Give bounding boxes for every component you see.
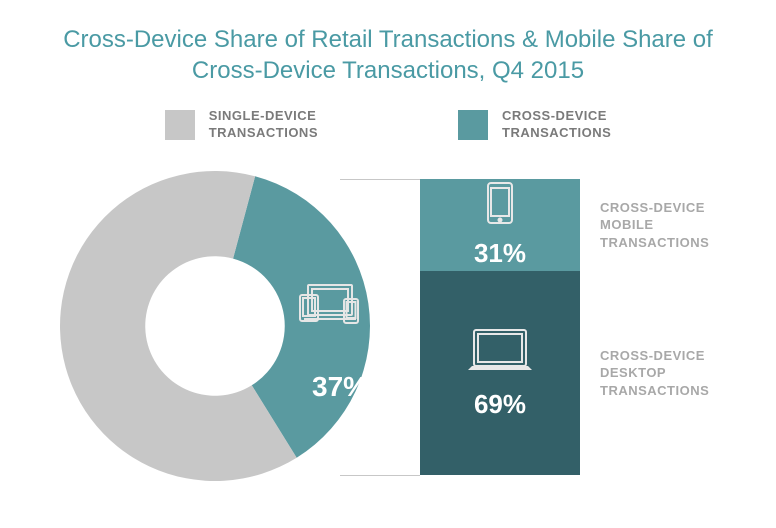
- breakdown-labels: CROSS-DEVICEMOBILETRANSACTIONSCROSS-DEVI…: [600, 179, 760, 475]
- bar-label-desktop: CROSS-DEVICEDESKTOPTRANSACTIONS: [600, 347, 709, 400]
- label-text: DESKTOP: [600, 364, 709, 382]
- donut-percent-label: 37%: [312, 371, 368, 403]
- donut-chart: 37%: [60, 171, 370, 481]
- legend-item-single: SINGLE-DEVICETRANSACTIONS: [165, 108, 318, 141]
- bar-mobile: 31%: [420, 179, 580, 271]
- bar-percent-desktop: 69%: [474, 389, 526, 420]
- legend-text: TRANSACTIONS: [502, 125, 611, 141]
- legend-label-cross: CROSS-DEVICETRANSACTIONS: [502, 108, 611, 141]
- bar-percent-mobile: 31%: [474, 238, 526, 269]
- legend-swatch-single: [165, 110, 195, 140]
- legend-label-single: SINGLE-DEVICETRANSACTIONS: [209, 108, 318, 141]
- label-text: CROSS-DEVICE: [600, 199, 709, 217]
- devices-icon: [298, 281, 364, 334]
- legend-text: CROSS-DEVICE: [502, 108, 611, 124]
- legend-text: TRANSACTIONS: [209, 125, 318, 141]
- phone-icon: [486, 181, 514, 230]
- label-text: MOBILE: [600, 216, 709, 234]
- bar-desktop: 69%: [420, 271, 580, 475]
- laptop-icon: [464, 326, 536, 381]
- legend-item-cross: CROSS-DEVICETRANSACTIONS: [458, 108, 611, 141]
- chart-title: Cross-Device Share of Retail Transaction…: [0, 0, 776, 96]
- bar-label-mobile: CROSS-DEVICEMOBILETRANSACTIONS: [600, 199, 709, 252]
- legend: SINGLE-DEVICETRANSACTIONS CROSS-DEVICETR…: [0, 96, 776, 149]
- label-text: TRANSACTIONS: [600, 382, 709, 400]
- chart-area: 37% 31%69% CROSS-DEVICEMOBILETRANSACTION…: [0, 149, 776, 519]
- legend-swatch-cross: [458, 110, 488, 140]
- label-text: CROSS-DEVICE: [600, 347, 709, 365]
- legend-text: SINGLE-DEVICE: [209, 108, 318, 124]
- breakdown-bars: 31% 69%: [420, 179, 580, 475]
- label-text: TRANSACTIONS: [600, 234, 709, 252]
